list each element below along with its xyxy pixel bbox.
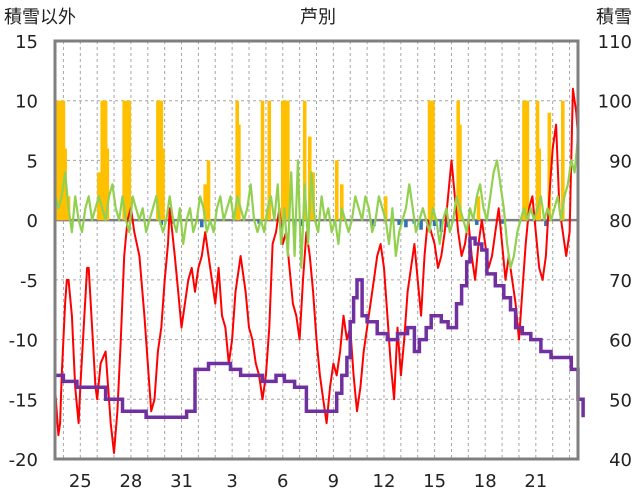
sunshine-bar-14 xyxy=(474,220,479,225)
precip-bar-30 xyxy=(302,100,307,221)
x-tick-label: 15 xyxy=(423,471,446,492)
plot-frame xyxy=(53,39,580,461)
sunshine-bar-5 xyxy=(299,220,304,227)
precip-bar-24 xyxy=(260,100,265,221)
sunshine-bar-15 xyxy=(500,220,504,224)
precip-bar-41 xyxy=(476,196,481,221)
temperature-line xyxy=(54,87,579,454)
precip-bar-47 xyxy=(547,112,552,221)
precip-bar-25 xyxy=(267,100,272,221)
left-tick-label: 0 xyxy=(27,211,38,232)
precip-bar-5 xyxy=(63,148,67,221)
sunshine-bar-11 xyxy=(432,220,437,227)
precip-bar-23 xyxy=(237,124,241,221)
precip-bar-46 xyxy=(537,148,541,221)
snow-depth-gap-0 xyxy=(131,43,141,457)
sunshine-bar-10 xyxy=(419,220,423,230)
snow-depth-line xyxy=(55,236,585,419)
x-tick-label: 18 xyxy=(474,471,497,492)
precip-bar-33 xyxy=(334,160,339,221)
precip-bar-29 xyxy=(286,100,290,221)
x-tick-label: 31 xyxy=(170,471,193,492)
right-tick-label: 60 xyxy=(609,331,632,352)
left-tick-label: 15 xyxy=(15,32,38,53)
x-tick-label: 3 xyxy=(226,471,237,492)
precip-bar-19 xyxy=(161,148,165,221)
grid xyxy=(55,41,578,459)
x-tick-label: 6 xyxy=(277,471,288,492)
precip-bar-21 xyxy=(206,160,211,221)
sunshine-bar-4 xyxy=(292,220,297,230)
x-tick-label: 9 xyxy=(328,471,339,492)
sunshine-line xyxy=(53,136,580,269)
right-tick-label: 80 xyxy=(609,211,632,232)
right-tick-label: 90 xyxy=(609,151,632,172)
right-tick-label: 100 xyxy=(598,92,632,113)
right-tick-label: 70 xyxy=(609,271,632,292)
right-tick-label: 40 xyxy=(609,450,632,471)
right-axis-label: 積雪 xyxy=(596,7,632,28)
precip-bar-44 xyxy=(525,100,530,221)
sunshine-bar-16 xyxy=(544,220,548,227)
sunshine-bar-3 xyxy=(257,220,261,224)
series-lines xyxy=(53,43,585,457)
left-tick-label: 10 xyxy=(15,92,38,113)
right-tick-label: 50 xyxy=(609,390,632,411)
left-tick-label: -5 xyxy=(20,271,38,292)
left-tick-label: -15 xyxy=(9,390,38,411)
sunshine-bar-8 xyxy=(404,220,408,228)
precip-bar-38 xyxy=(431,100,435,221)
x-tick-label: 25 xyxy=(69,471,92,492)
precip-bar-40 xyxy=(458,124,462,221)
precip-bar-20 xyxy=(203,184,207,221)
right-tick-label: 110 xyxy=(598,32,632,53)
chart-title: 芦別 xyxy=(300,7,336,28)
left-tick-label: 5 xyxy=(27,151,38,172)
left-tick-label: -20 xyxy=(9,450,38,471)
x-tick-label: 21 xyxy=(524,471,547,492)
precip-bar-35 xyxy=(383,196,388,221)
snow-depth-gap-2 xyxy=(437,43,441,457)
precip-bar-48 xyxy=(561,100,565,221)
sunshine-bar-7 xyxy=(397,220,401,225)
x-tick-label: 12 xyxy=(373,471,396,492)
precip-bar-31 xyxy=(307,136,312,221)
precip-bar-15 xyxy=(127,100,132,221)
sunshine-bar-2 xyxy=(199,220,204,228)
snow-depth-gap-1 xyxy=(265,43,268,457)
left-axis-label: 積雪以外 xyxy=(4,7,76,28)
precip-bar-11 xyxy=(105,148,110,221)
precip-bar-34 xyxy=(340,184,344,221)
x-tick-label: 28 xyxy=(119,471,142,492)
left-tick-label: -10 xyxy=(9,331,38,352)
